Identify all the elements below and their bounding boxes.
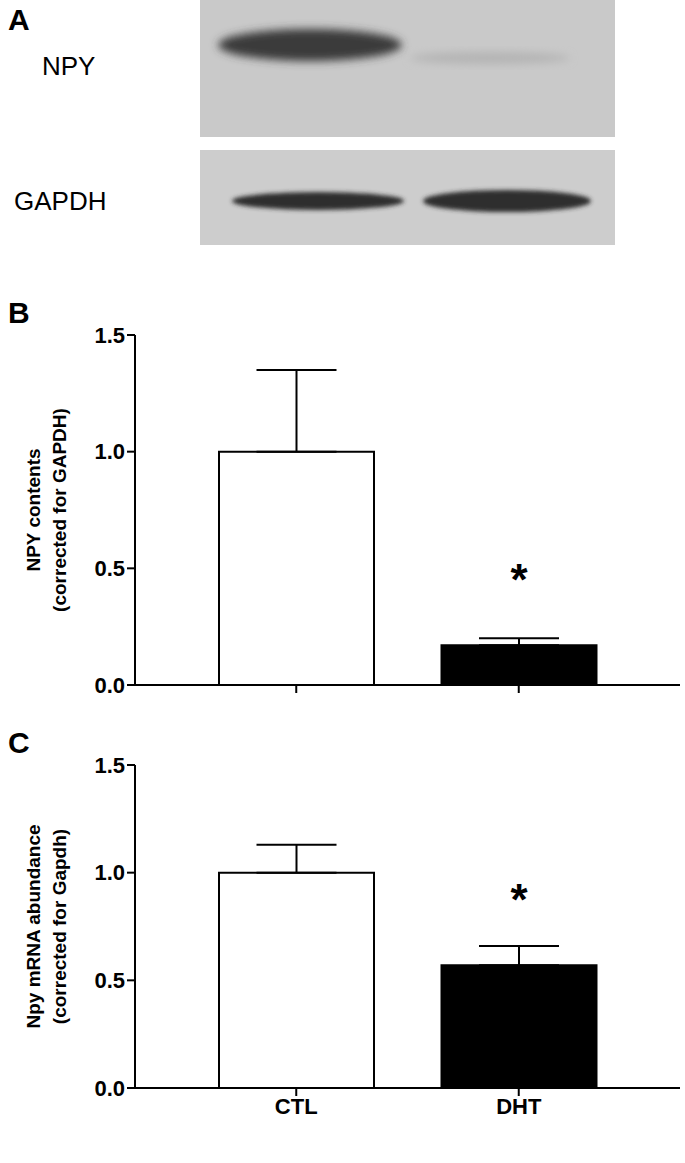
svg-text:NPY: NPY (42, 51, 95, 81)
svg-text:DHT: DHT (496, 1094, 542, 1119)
svg-text:0.5: 0.5 (94, 968, 125, 993)
svg-text:NPY contents: NPY contents (23, 448, 44, 571)
html-text:C: C (8, 726, 30, 759)
html-text:B: B (8, 296, 30, 329)
svg-text:CTL: CTL (275, 1094, 318, 1119)
svg-text:1.0: 1.0 (94, 439, 125, 464)
svg-text:(corrected for Gapdh): (corrected for Gapdh) (49, 829, 70, 1024)
svg-text:GAPDH: GAPDH (14, 186, 106, 216)
svg-text:(corrected for GAPDH): (corrected for GAPDH) (49, 408, 70, 612)
svg-text:A: A (8, 3, 30, 36)
svg-text:0.5: 0.5 (94, 556, 125, 581)
svg-text:*: * (510, 555, 528, 604)
svg-text:1.5: 1.5 (94, 753, 125, 778)
svg-text:1.0: 1.0 (94, 860, 125, 885)
svg-text:0.0: 0.0 (94, 1076, 125, 1101)
svg-text:0.0: 0.0 (94, 673, 125, 698)
svg-text:1.5: 1.5 (94, 323, 125, 348)
svg-text:*: * (510, 875, 528, 924)
svg-text:Npy mRNA abundance: Npy mRNA abundance (23, 824, 44, 1028)
